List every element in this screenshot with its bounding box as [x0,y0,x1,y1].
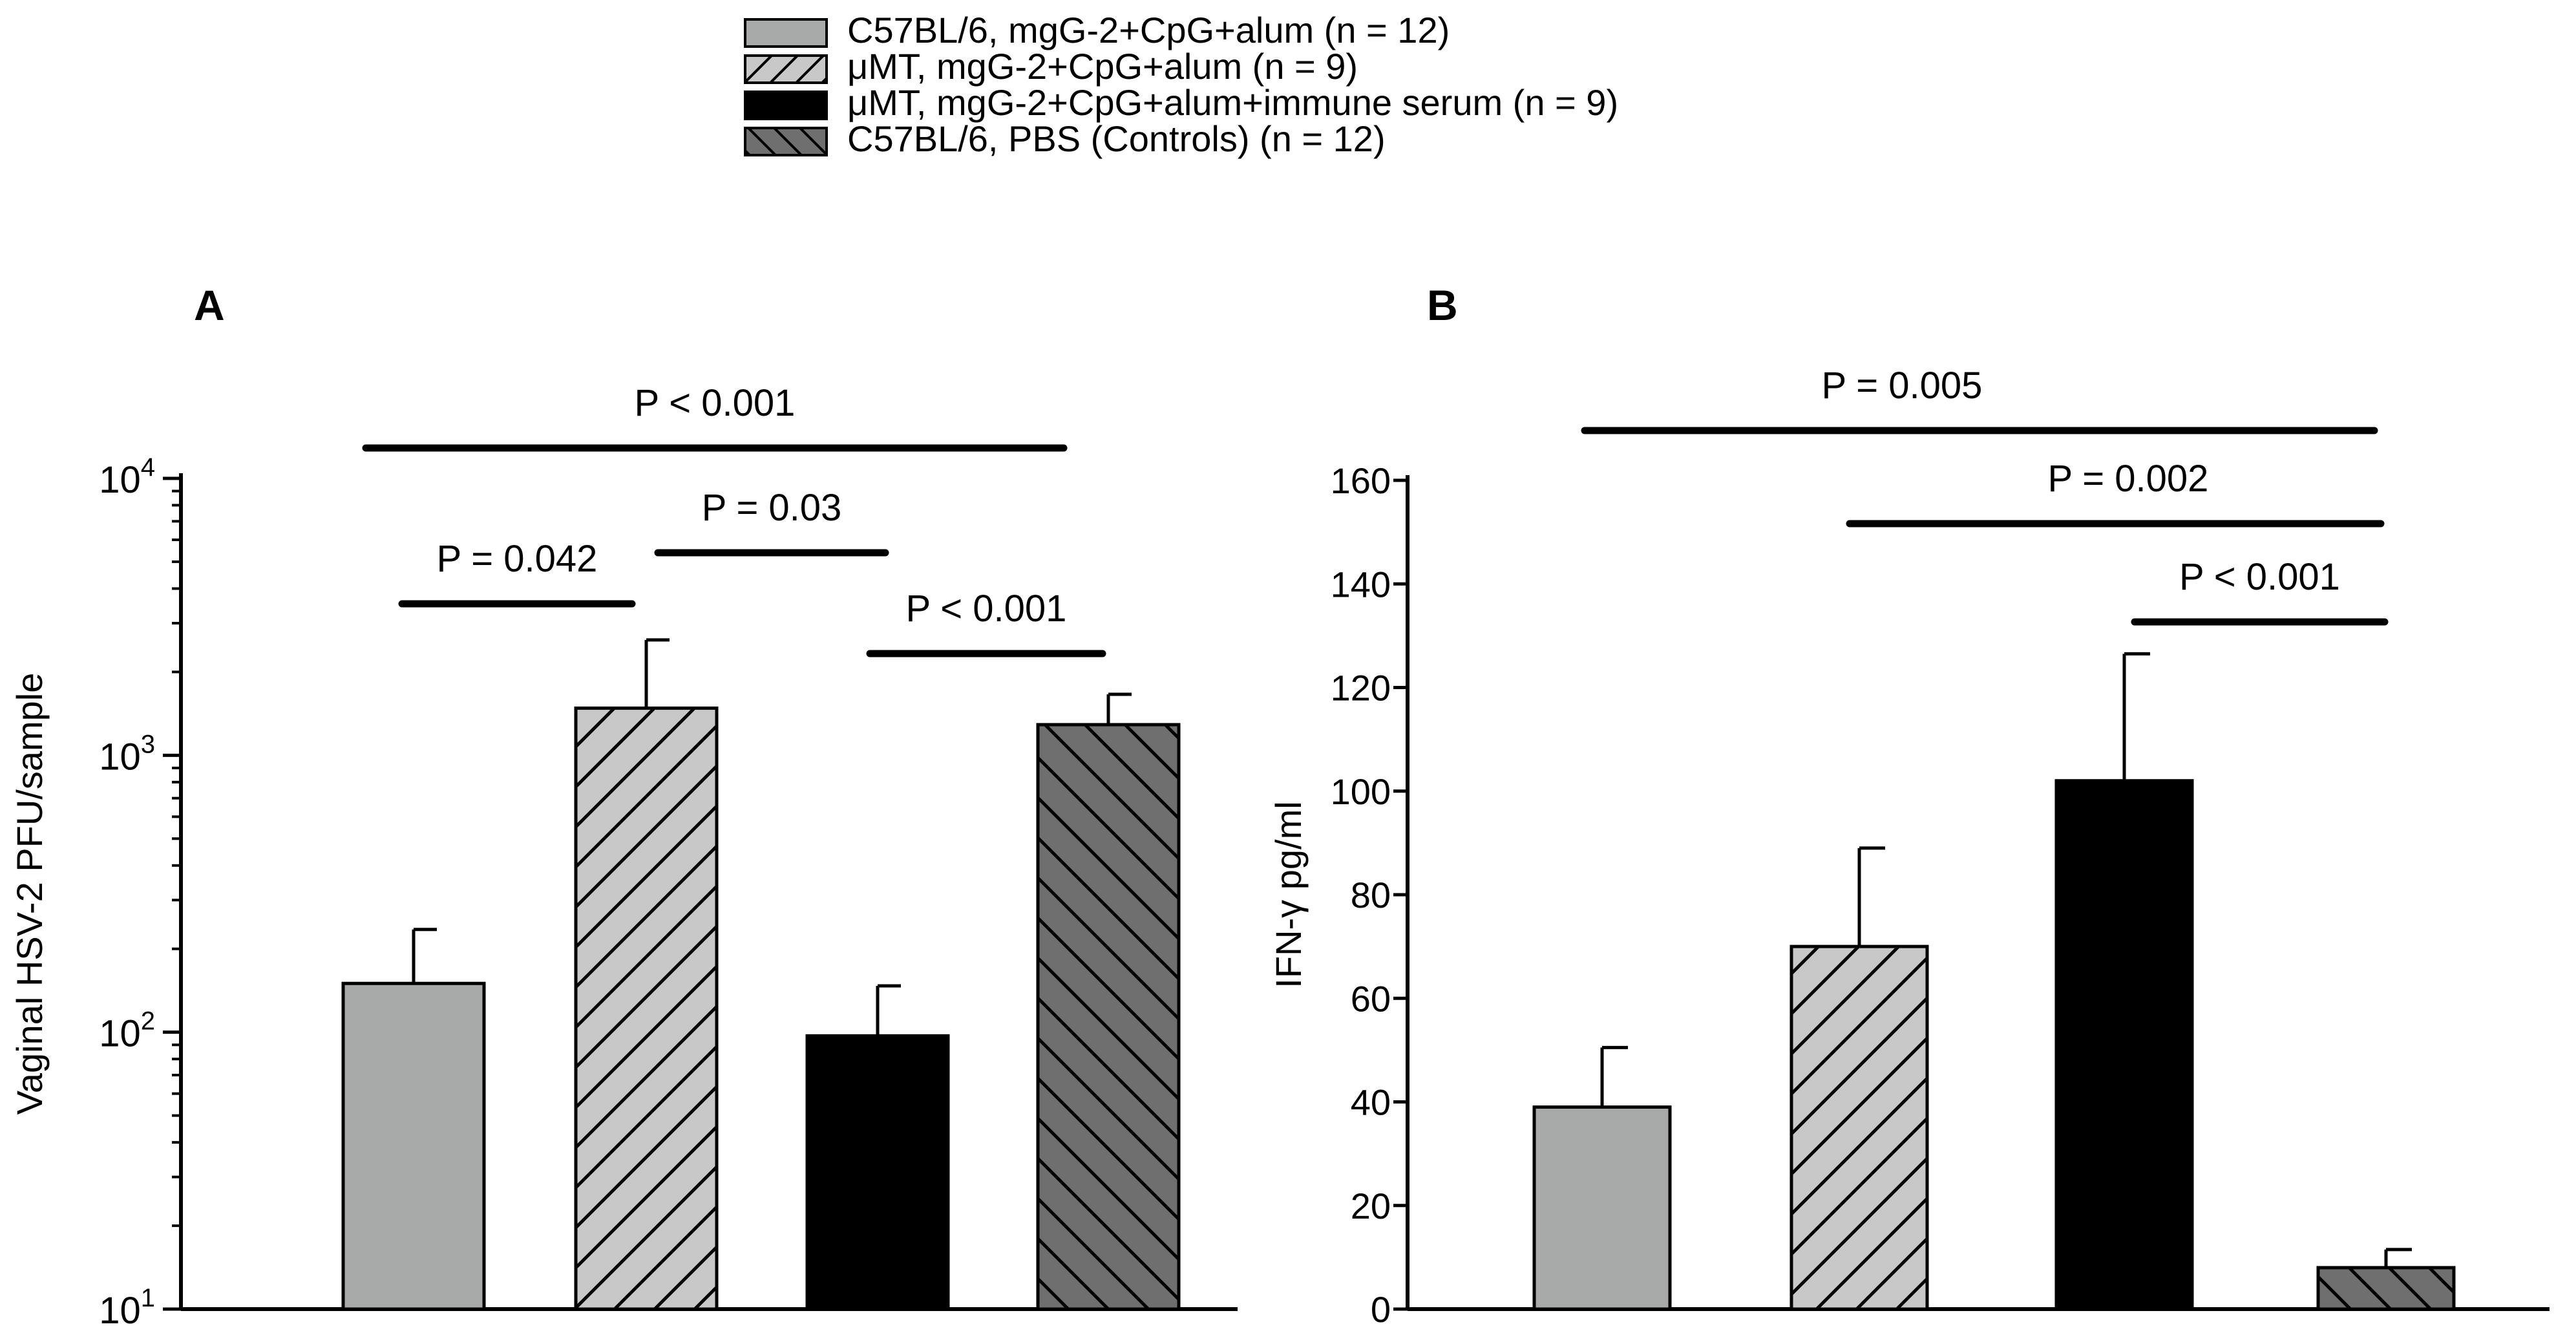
y-axis-label: IFN-γ pg/ml [1268,801,1309,988]
y-tick-base: 10 [99,736,141,778]
y-tick-label: 102 [99,1007,155,1055]
y-tick-label: 80 [1351,875,1391,915]
y-tick-label: 100 [1331,771,1391,812]
bar-2 [1789,944,1929,1311]
legend-label-4: C57BL/6, PBS (Controls) (n = 12) [847,118,1386,159]
y-tick-base: 10 [99,1013,141,1055]
legend-label-3: μMT, mgG-2+CpG+alum+immune serum (n = 9) [847,82,1618,123]
y-tick-exponent: 2 [141,1007,155,1036]
y-tick-label: 140 [1331,564,1391,604]
panel-letter: A [194,281,225,329]
bar-3 [2054,779,2194,1311]
y-axis-label: Vaginal HSV-2 PFU/sample [9,673,50,1115]
y-tick-label: 160 [1331,460,1391,501]
legend-swatch-2 [744,54,828,84]
bar-3 [805,1034,950,1311]
y-tick-base: 10 [99,1290,141,1332]
bar-1 [341,981,486,1311]
y-tick-label: 0 [1371,1289,1391,1330]
legend: C57BL/6, mgG-2+CpG+alum (n = 12)μMT, mgG… [744,10,1618,159]
y-tick-label: 103 [99,730,155,778]
y-tick-label: 101 [99,1284,155,1332]
significance-label-2: P = 0.042 [437,538,598,580]
bar-4 [2316,1266,2456,1311]
y-tick-label: 40 [1351,1082,1391,1123]
legend-label-2: μMT, mgG-2+CpG+alum (n = 9) [847,46,1358,87]
bar-1 [1532,1105,1672,1311]
y-tick-label: 104 [99,453,155,501]
y-tick-label: 120 [1331,668,1391,709]
legend-swatch-3 [744,91,828,120]
significance-label-3: P < 0.001 [2179,556,2340,598]
y-tick-exponent: 1 [141,1284,155,1312]
bar-4 [1036,723,1181,1311]
y-tick-exponent: 4 [141,453,155,482]
legend-swatch-4 [744,127,828,156]
significance-label-1: P < 0.001 [635,382,796,424]
significance-label-2: P = 0.002 [2048,458,2209,500]
significance-label-4: P < 0.001 [906,588,1067,630]
panel-b: B 0 20 40 60 80 100 120 140 160 IFN-γ pg/ml P = 0.0… [1268,281,2550,1330]
y-tick-base: 10 [99,459,141,501]
significance-label-1: P = 0.005 [1822,365,1983,407]
legend-swatch-1 [744,18,828,48]
y-tick-exponent: 3 [141,730,155,758]
significance-label-3: P = 0.03 [702,487,842,529]
y-tick-label: 60 [1351,978,1391,1019]
legend-label-1: C57BL/6, mgG-2+CpG+alum (n = 12) [847,10,1450,50]
y-tick-label: 20 [1351,1186,1391,1226]
panel-letter: B [1427,281,1458,329]
bar-2 [574,706,719,1311]
